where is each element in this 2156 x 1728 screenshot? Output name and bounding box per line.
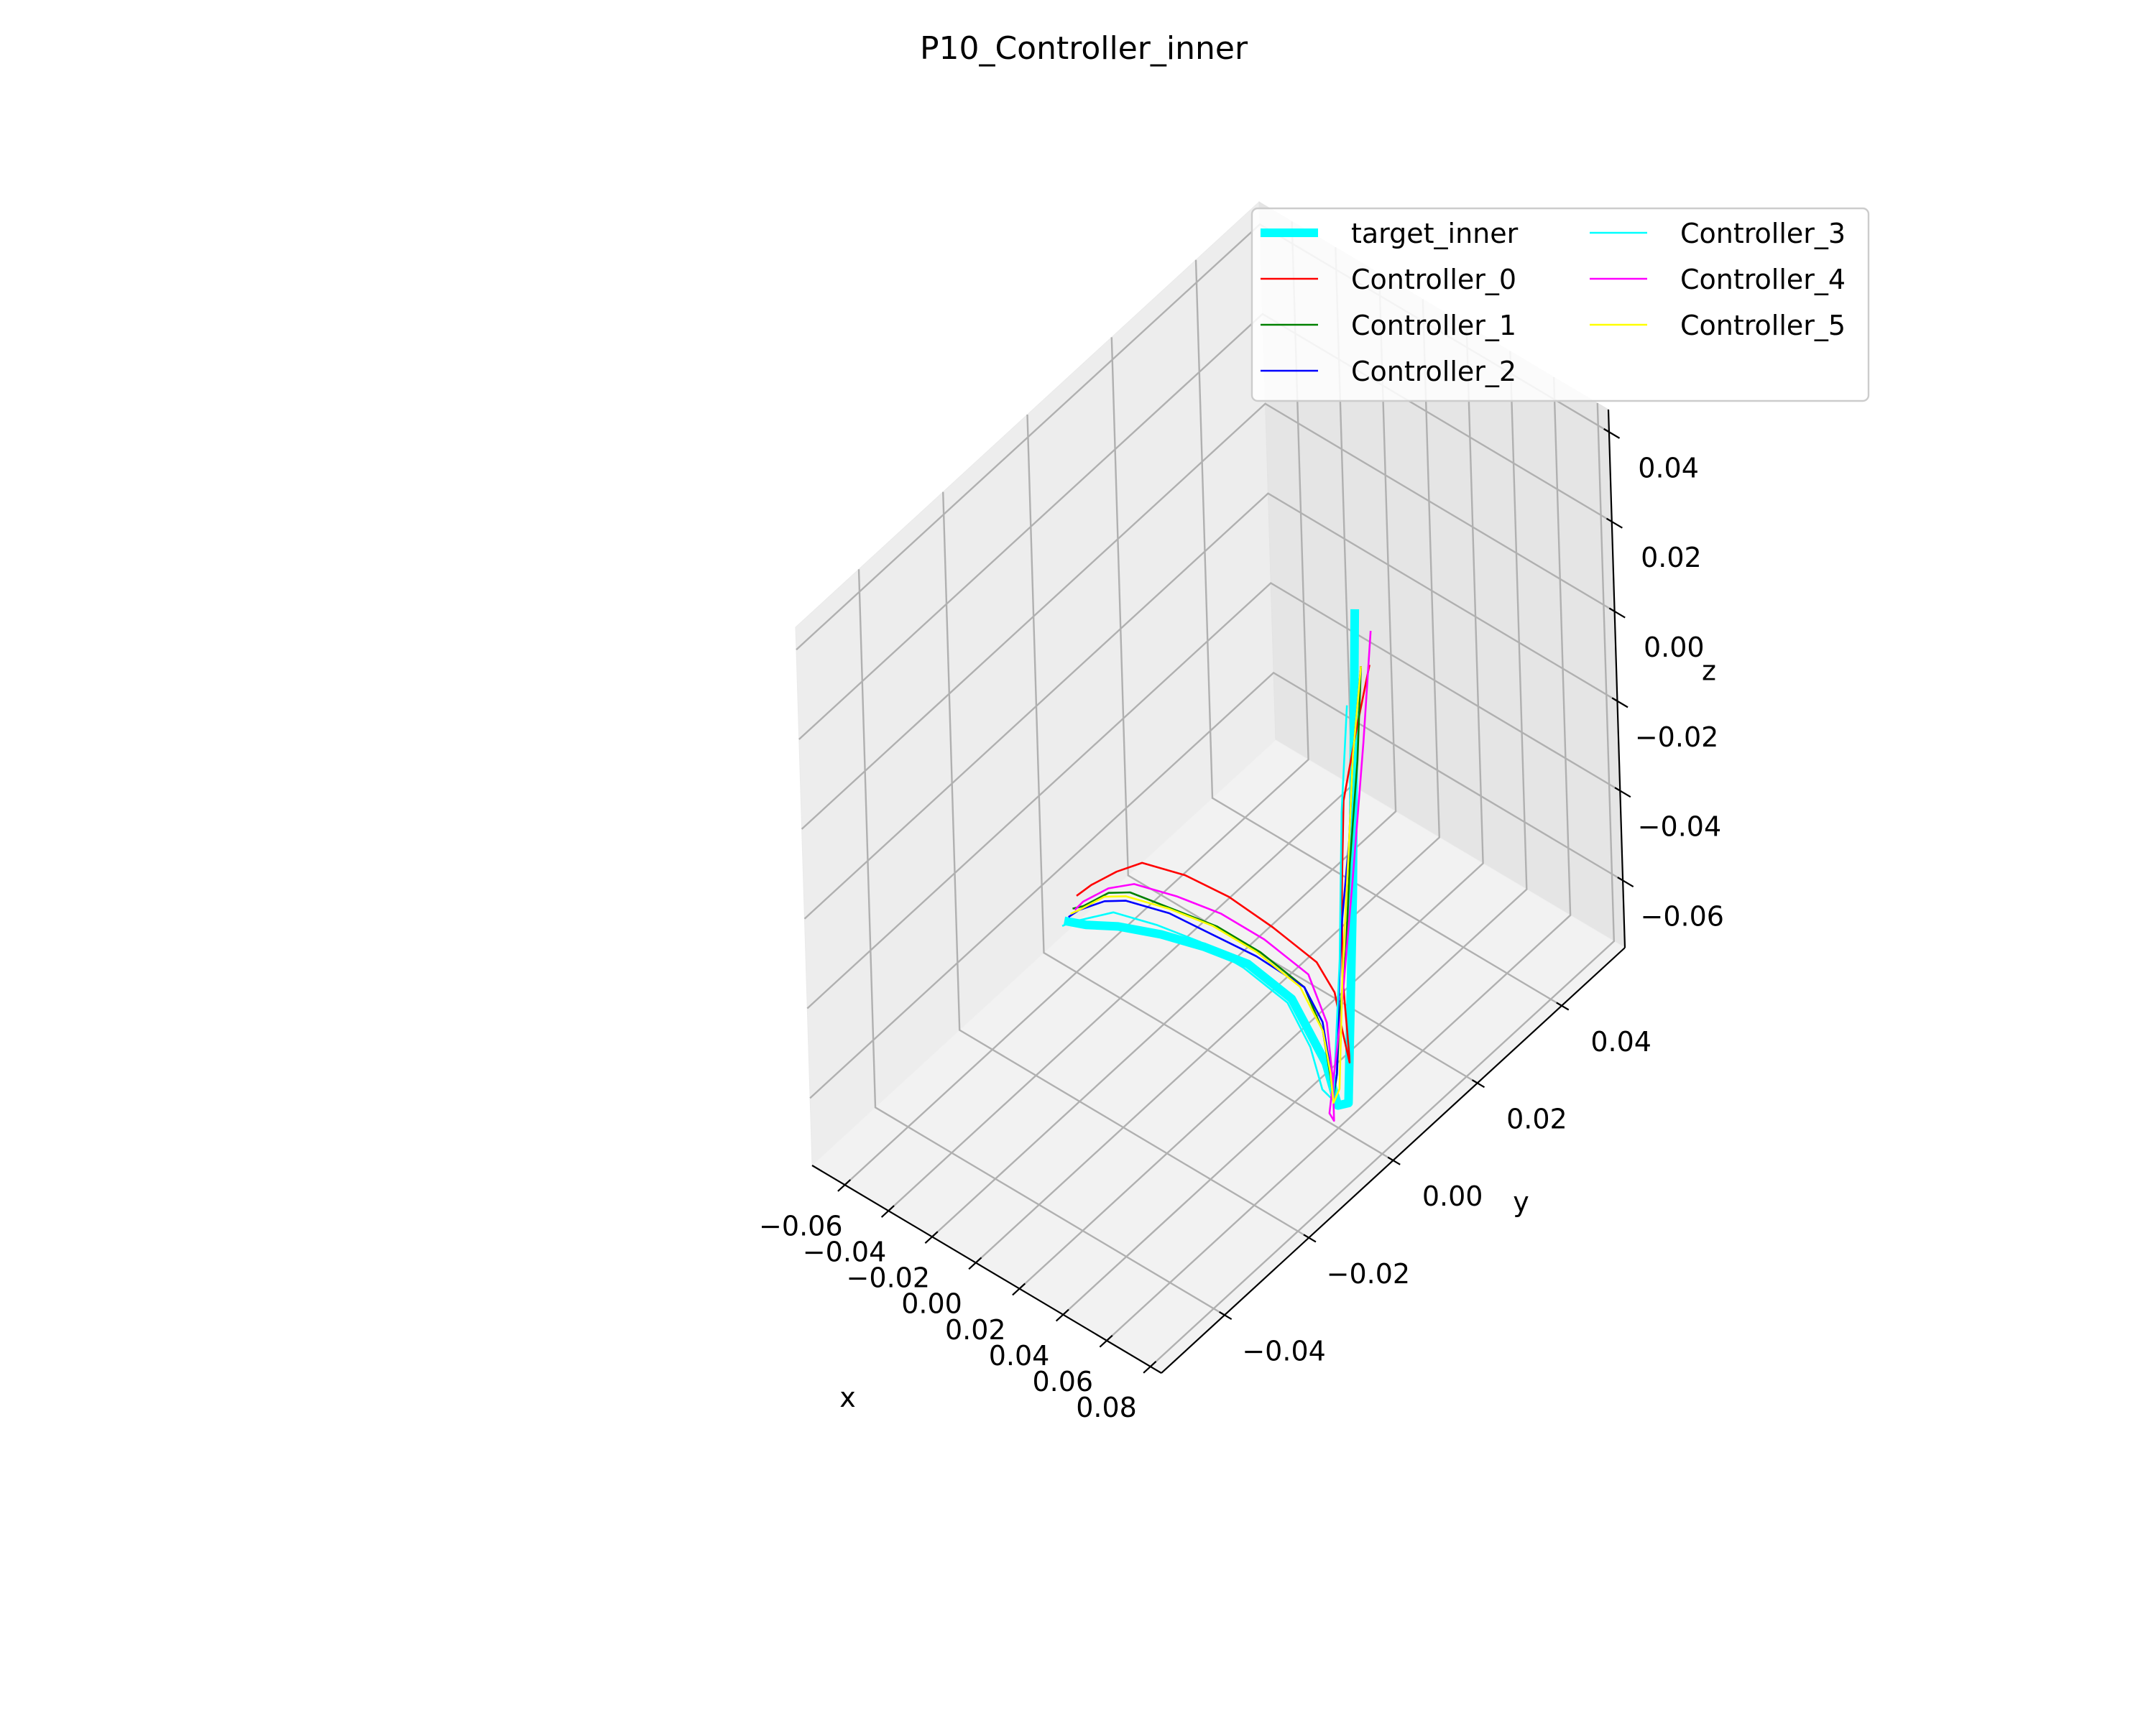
gridline-z (801, 402, 1616, 830)
y-tick (1471, 1079, 1485, 1089)
z-tick (1611, 697, 1628, 708)
x-tick-label: 0.08 (1076, 1392, 1137, 1423)
y-tick (1303, 1234, 1317, 1243)
legend-label: target_inner (1351, 218, 1519, 249)
z-tick (1617, 877, 1634, 887)
legend-label: Controller_5 (1680, 310, 1846, 341)
gridline-x (1062, 351, 1528, 1316)
series-line-controller-2 (1068, 666, 1362, 1095)
y-axis-label: y (1513, 1186, 1529, 1218)
gridline-x (1018, 325, 1484, 1290)
series-line-controller-3 (1061, 705, 1348, 1101)
legend-label: Controller_2 (1351, 356, 1516, 387)
gridline-y (857, 569, 1225, 1316)
legend-label: Controller_1 (1351, 310, 1516, 341)
x-axis-line (811, 1165, 1162, 1374)
gridline-x (1149, 402, 1616, 1367)
y-tick (1556, 1002, 1570, 1011)
x-tick-label: 0.00 (901, 1288, 962, 1320)
x-tick (968, 1257, 982, 1270)
series-line-target-inner (1063, 609, 1360, 1110)
x-tick (1012, 1283, 1026, 1296)
x-tick (1055, 1308, 1069, 1322)
y-tick-label: 0.00 (1422, 1181, 1483, 1212)
x-tick-label: 0.02 (945, 1314, 1006, 1346)
gridline-z (809, 671, 1623, 1099)
x-tick (880, 1205, 895, 1218)
series-line-controller-5 (1070, 666, 1362, 1104)
z-tick (1603, 428, 1621, 439)
x-tick-label: −0.06 (759, 1210, 842, 1242)
z-tick-label: 0.00 (1644, 632, 1705, 663)
legend-label: Controller_0 (1351, 264, 1516, 295)
x-tick (924, 1231, 939, 1244)
legend-box (1250, 207, 1870, 402)
y-tick (1219, 1311, 1233, 1320)
x-tick (1143, 1361, 1157, 1374)
y-tick-label: 0.02 (1506, 1103, 1567, 1135)
z-tick (1614, 787, 1631, 798)
z-tick-label: 0.04 (1638, 452, 1699, 484)
gridline-z (803, 492, 1618, 920)
legend: target_inner Controller_0 Controller_1 Cont… (1250, 207, 1870, 402)
chart-title: P10_Controller_inner (920, 30, 1248, 67)
gridline-x (975, 299, 1441, 1264)
y-tick-label: −0.02 (1327, 1258, 1410, 1290)
z-tick-label: −0.04 (1638, 811, 1721, 843)
z-tick (1606, 517, 1623, 529)
x-tick-label: 0.06 (1032, 1366, 1093, 1397)
x-tick-label: −0.04 (803, 1236, 886, 1267)
series-lines (1061, 609, 1372, 1122)
series-line-controller-4 (1074, 630, 1372, 1122)
x-tick-label: −0.02 (847, 1262, 930, 1294)
z-tick-label: 0.02 (1641, 542, 1702, 573)
z-tick (1608, 607, 1626, 619)
gridline-y (1194, 259, 1562, 1007)
x-tick (1099, 1334, 1113, 1348)
grid-lines (796, 221, 1623, 1367)
y-tick-label: −0.04 (1242, 1335, 1325, 1367)
y-tick-label: 0.04 (1590, 1026, 1651, 1058)
x-tick-label: 0.04 (989, 1340, 1050, 1372)
z-tick-label: −0.06 (1641, 901, 1724, 933)
z-axis-label: z (1702, 655, 1716, 687)
series-line-controller-0 (1076, 665, 1370, 1064)
axis-lines: −0.06−0.04−0.020.000.020.040.060.08−0.04… (759, 409, 1724, 1423)
gridline-x (1106, 376, 1572, 1341)
legend-label: Controller_4 (1680, 264, 1846, 295)
gridline-x (931, 273, 1397, 1238)
legend-label: Controller_3 (1680, 218, 1846, 249)
gridline-z (806, 582, 1621, 1009)
z-tick-label: −0.02 (1635, 721, 1718, 753)
y-tick (1387, 1156, 1401, 1165)
gridline-y (1026, 414, 1394, 1162)
x-tick (837, 1179, 852, 1192)
z-axis-line (1607, 409, 1626, 948)
gridline-y (942, 491, 1309, 1239)
gridline-y (1110, 337, 1478, 1084)
x-axis-label: x (839, 1382, 856, 1413)
